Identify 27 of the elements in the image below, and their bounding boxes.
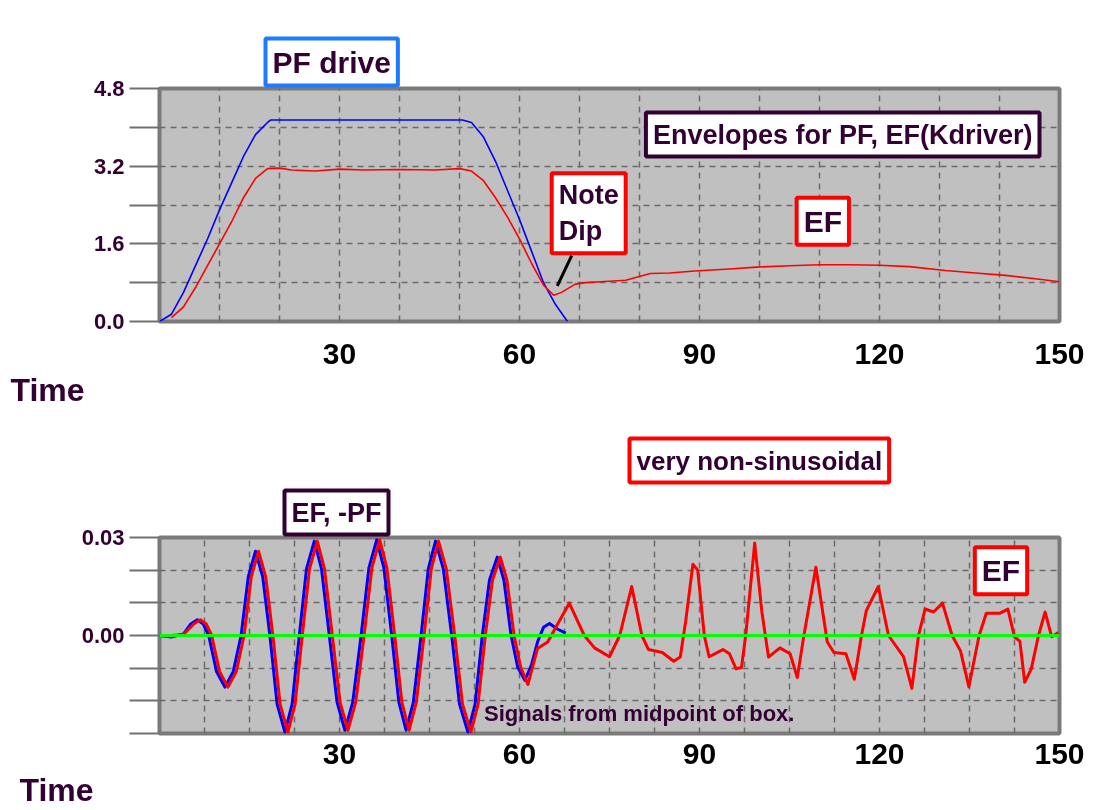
y-tick-label: 0.00: [81, 623, 125, 648]
series-label: EF: [981, 554, 1021, 588]
line-series: [170, 167, 1060, 319]
annotation: Note Dip: [558, 180, 619, 247]
x-tick-label: 120: [854, 736, 905, 770]
y-tick-label: 3.2: [93, 153, 125, 179]
x-tick-label: 30: [322, 336, 357, 370]
x-tick-label: 150: [1034, 336, 1085, 370]
text: Envelopes for PF, EF(Kdriver): [652, 119, 1033, 150]
y-tick-label: 4.8: [93, 76, 125, 101]
x-tick-label: 90: [682, 736, 717, 770]
y-tick-label: 0.03: [81, 525, 125, 550]
x-axis-title: Time: [10, 371, 85, 408]
x-tick-label: 60: [502, 736, 537, 770]
annotation: Signals from midpoint of box.: [483, 701, 795, 727]
y-tick-label: 1.6: [93, 231, 125, 257]
x-tick-label: 120: [854, 336, 905, 370]
x-axis-title: Time: [19, 771, 94, 808]
chart-title: EF, -PF: [291, 497, 382, 528]
y-tick-label: 0.0: [93, 309, 125, 334]
x-tick-label: 60: [502, 336, 537, 370]
x-tick-label: 30: [322, 736, 357, 770]
series-label: PF drive: [272, 45, 391, 79]
x-tick-label: 90: [682, 336, 717, 370]
x-tick-label: 150: [1034, 736, 1085, 770]
text: very non-sinusoidal: [636, 445, 883, 476]
series-label: EF: [803, 204, 842, 238]
